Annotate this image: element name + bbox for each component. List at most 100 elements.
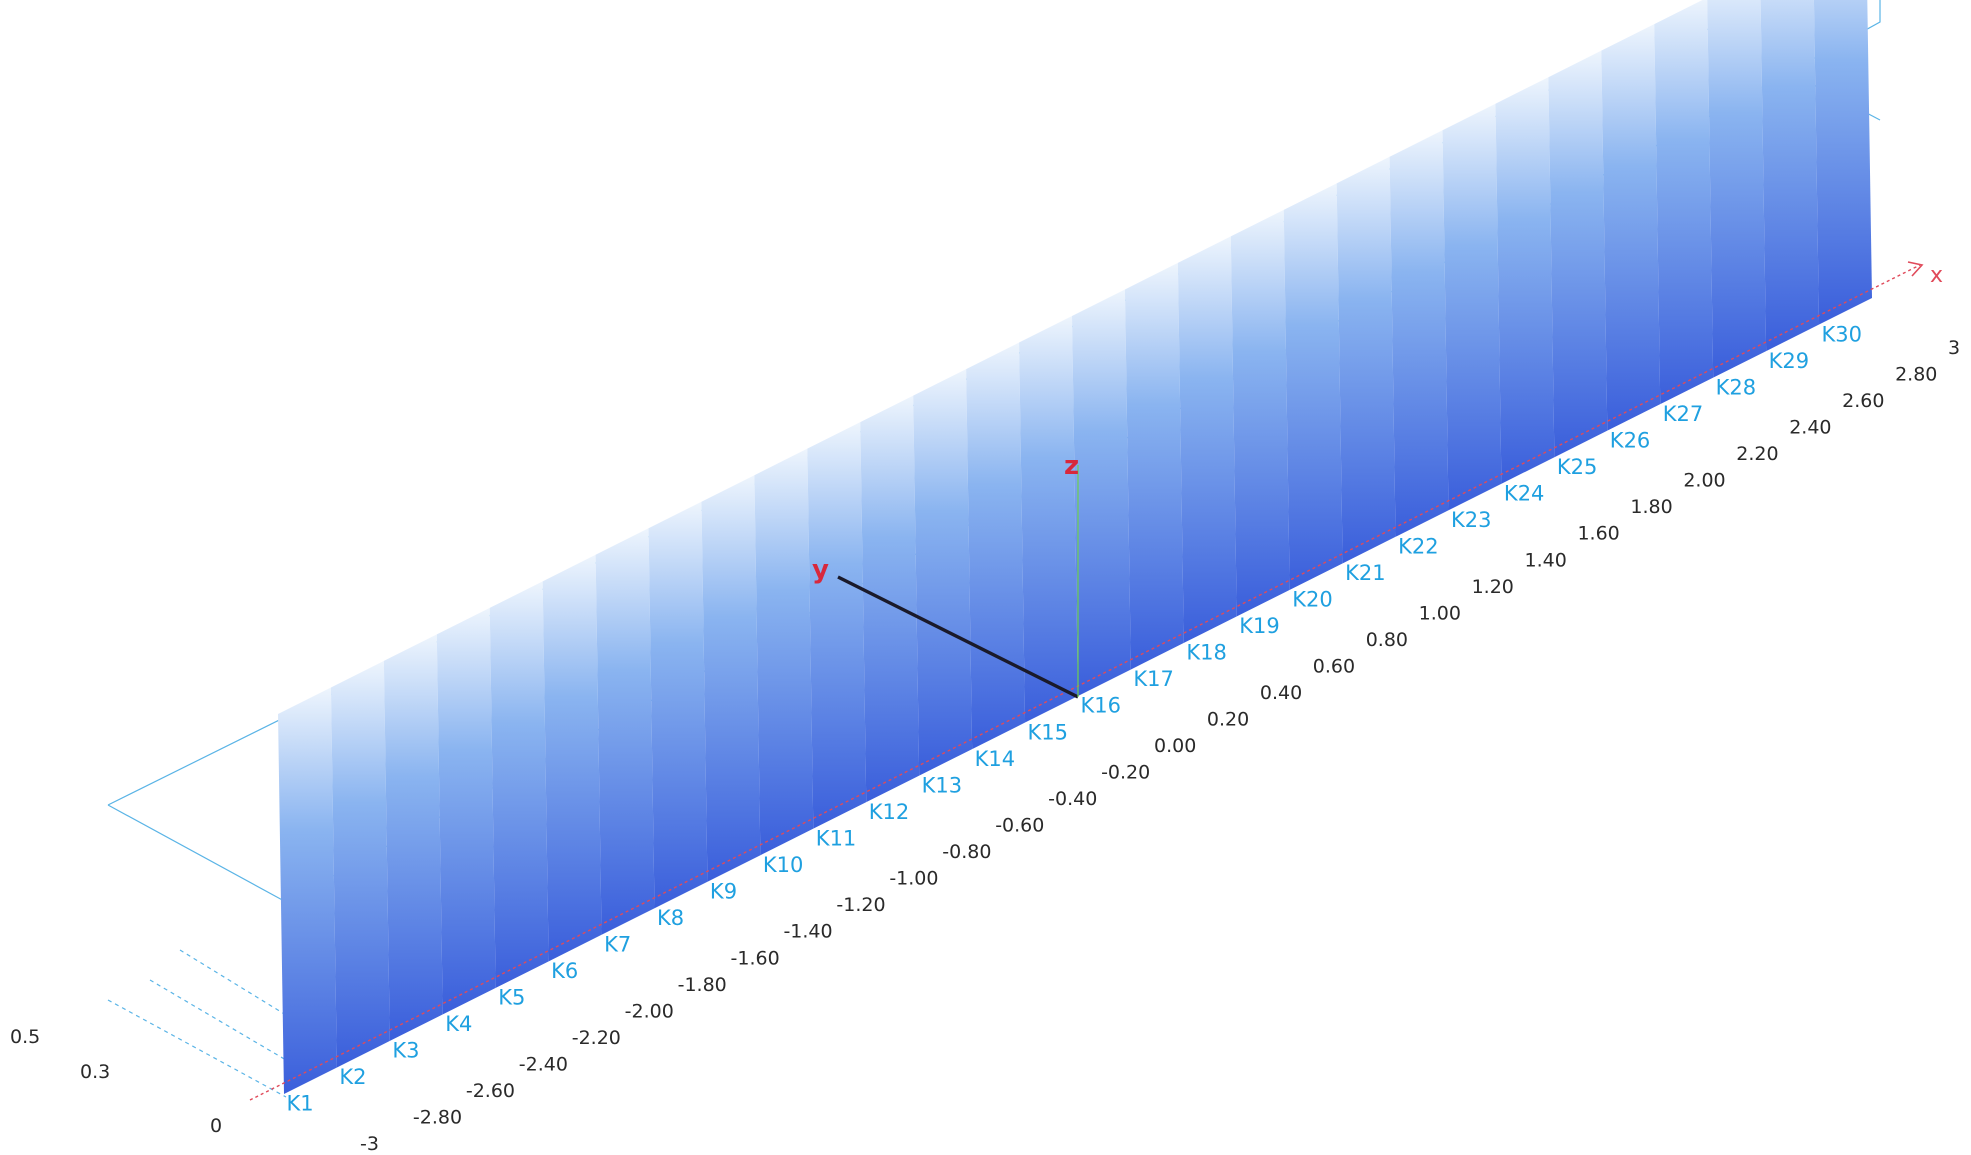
section-bar [1442,103,1502,511]
x-tick-label: 0.20 [1207,708,1249,730]
x-tick-label: 2.40 [1789,417,1831,439]
section-label: K20 [1292,588,1333,612]
section-label: K6 [551,959,578,983]
section-bar [1760,0,1820,352]
x-tick-label: -1.80 [678,974,727,996]
x-tick-label: 3 [1948,337,1960,359]
x-tick-label: -0.80 [942,841,991,863]
section-label: K29 [1769,349,1810,373]
section-label: K23 [1451,508,1492,532]
x-tick-label: -1.60 [731,947,780,969]
x-axis-arrow [1907,261,1924,277]
x-tick-label: -1.20 [836,894,885,916]
x-tick-label: 0.00 [1154,735,1196,757]
z-tick-label: 0.3 [80,1061,110,1083]
x-tick-label: 1.40 [1525,549,1567,571]
x-tick-label: 2.80 [1895,364,1937,386]
section-label: K7 [604,933,631,957]
section-label: K3 [392,1039,419,1063]
section-label: K15 [1028,720,1069,744]
x-tick-label: 0.80 [1366,629,1408,651]
section-bar [1601,24,1661,431]
section-label: K1 [286,1092,313,1116]
section-label: K10 [763,853,804,877]
section-bar [913,369,973,776]
x-tick-label: -2.00 [625,1000,674,1022]
section-bar [1019,316,1078,723]
x-tick-label: -1.40 [783,921,832,943]
section-bar [1495,77,1555,484]
z-axis-name: z [1064,451,1079,481]
section-label: K26 [1610,428,1651,452]
x-tick-label: 1.80 [1630,496,1672,518]
x-tick-label: 0.40 [1260,682,1302,704]
x-tick-label: 2.00 [1683,470,1725,492]
section-bar [860,395,920,803]
x-tick-label: -1.00 [889,868,938,890]
section-label: K13 [922,773,963,797]
section-label: K18 [1186,641,1227,665]
section-label: K24 [1504,481,1545,505]
box-mid-plane-3 [179,949,287,1016]
x-tick-label: 1.20 [1472,576,1514,598]
section-bar [754,448,814,856]
box-mid-plane-2 [149,979,287,1061]
section-label: K21 [1345,561,1386,585]
section-labels: K1 K2 K3 K4 K5 K6 K7 K8 K9 K10 K11 K12 K13 K14 K15 K16 K… [286,322,1862,1115]
section-label: K12 [869,800,910,824]
section-bar [1283,183,1343,590]
section-label: K5 [498,986,525,1010]
section-label: K22 [1398,535,1439,559]
section-bar [1707,0,1767,378]
section-bar [1654,0,1714,405]
section-bar [1548,50,1608,458]
x-tick-label: -0.40 [1048,788,1097,810]
section-bar [1124,262,1184,670]
section-bar [648,501,708,909]
section-label: K9 [710,879,737,903]
section-label: K19 [1239,614,1280,638]
section-label: K2 [339,1065,366,1089]
x-tick-label: -0.60 [995,815,1044,837]
x-tick-label: 1.00 [1419,602,1461,624]
section-label: K11 [816,826,857,850]
z-tick-label: 0.5 [10,1026,40,1048]
y-axis-name: y [812,555,829,585]
section-bar [489,581,549,988]
box-mid-plane-1 [107,999,287,1098]
section-bar [542,554,602,962]
x-tick-label: -0.20 [1101,762,1150,784]
x-tick-labels: -3-2.80-2.60-2.40-2.20-2.00-1.80-1.60-1.… [360,337,1960,1155]
x-tick-label: -2.40 [519,1053,568,1075]
section-label: K4 [445,1012,472,1036]
x-tick-label: -2.80 [413,1106,462,1128]
section-label: K28 [1716,375,1757,399]
section-bar [278,687,337,1094]
section-bar [807,422,867,829]
x-tick-label: -2.60 [466,1080,515,1102]
x-axis-line [249,264,1921,1101]
section-label: K27 [1663,402,1704,426]
bars-layer [278,0,1872,1094]
z-tick-labels: 0 0.3 0.5 [10,1026,222,1137]
section-label: K17 [1133,667,1174,691]
section-bar [1177,236,1237,643]
section-bar [1389,130,1449,537]
x-tick-label: -2.20 [572,1027,621,1049]
section-bar [436,607,496,1015]
section-bar [595,528,655,935]
section-bar [966,342,1026,750]
section-label: K16 [1080,694,1121,718]
section-label: K25 [1557,455,1598,479]
section-bar [1336,156,1396,564]
section-label: K30 [1822,322,1863,346]
x-tick-label: -3 [360,1133,379,1155]
section-bar [701,475,761,882]
x-tick-label: 1.60 [1577,523,1619,545]
z-tick-label: 0 [210,1115,222,1137]
section-label: K14 [975,747,1016,771]
y-axis-line [837,575,1079,699]
section-bar [330,660,390,1068]
x-tick-label: 0.60 [1313,655,1355,677]
x-tick-label: 2.60 [1842,390,1884,412]
